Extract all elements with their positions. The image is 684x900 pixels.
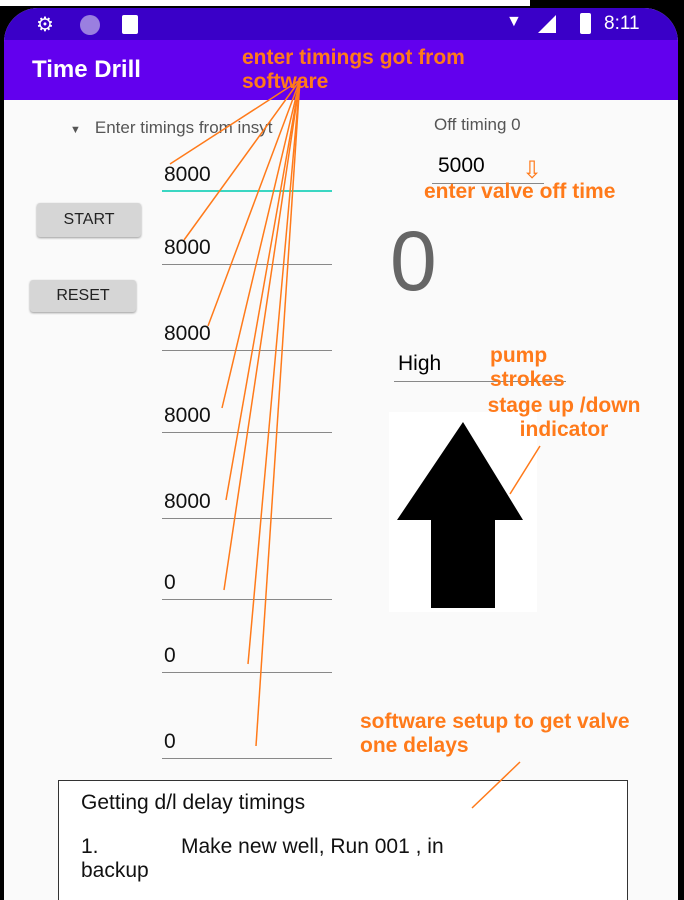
reset-button[interactable]: RESET [30,280,136,312]
top-strip [0,0,530,6]
dropdown-arrow-icon: ▼ [70,124,81,136]
wifi-icon: ▼ [506,13,522,30]
annotation-timings: enter timings got from software [242,46,465,93]
status-bar: ⚙ ▼ 8:11 [4,8,678,40]
phone-screen: ⚙ ▼ 8:11 Time Drill ▼ Enter timings from … [4,8,678,900]
annotation-line [221,79,301,409]
timings-spinner[interactable]: ▼ Enter timings from insyt [70,118,273,138]
timing-input-2[interactable]: 8000 [162,235,332,265]
sd-card-icon [122,15,138,34]
annotation-line [255,79,301,747]
annotation-line [509,445,541,495]
arrow-down-icon: ⇩ [522,157,543,184]
annotation-valve-off: enter valve off time [424,180,616,203]
annotation-line [247,79,301,665]
annotation-line [471,761,521,809]
annotation-pump: pump strokes [490,344,565,391]
timing-input-5[interactable]: 8000 [162,489,332,519]
timing-input-1[interactable]: 8000 [162,162,332,192]
gear-icon: ⚙ [36,14,54,36]
annotation-stage: stage up /down indicator [487,394,641,441]
off-timing-input[interactable]: 5000 [432,154,544,184]
off-timing-label: Off timing 0 [434,115,521,134]
clock: 8:11 [604,13,640,34]
battery-icon [580,13,591,34]
annotation-line [225,79,301,501]
arrow-up-icon [397,422,523,608]
app-bar: Time Drill [4,40,678,100]
start-button[interactable]: START [37,203,141,237]
annotation-line [207,79,301,327]
annotation-line [169,79,301,165]
instructions-box: Getting d/l delay timings 1. Make new wel… [58,780,628,900]
timing-input-3[interactable]: 8000 [162,321,332,351]
spinner-label: Enter timings from insyt [94,118,273,137]
annotation-lines [169,79,541,809]
timing-input-7[interactable]: 0 [162,643,332,673]
circle-icon [80,15,100,35]
step-text-cont: backup [81,859,149,882]
step-number: 1. [81,835,99,858]
annotation-software: software setup to get valve one delays [360,710,630,757]
timing-input-6[interactable]: 0 [162,570,332,600]
annotation-line [183,79,301,241]
annotation-line [223,79,301,591]
stage-indicator [389,412,537,612]
instructions-heading: Getting d/l delay timings [81,791,306,814]
timing-input-8[interactable]: 0 [162,729,332,759]
stage-level: High [394,352,566,382]
signal-icon [538,15,556,33]
step-text: Make new well, Run 001 , in [181,835,444,858]
app-title: Time Drill [32,56,141,83]
counter-display: 0 [390,214,437,308]
